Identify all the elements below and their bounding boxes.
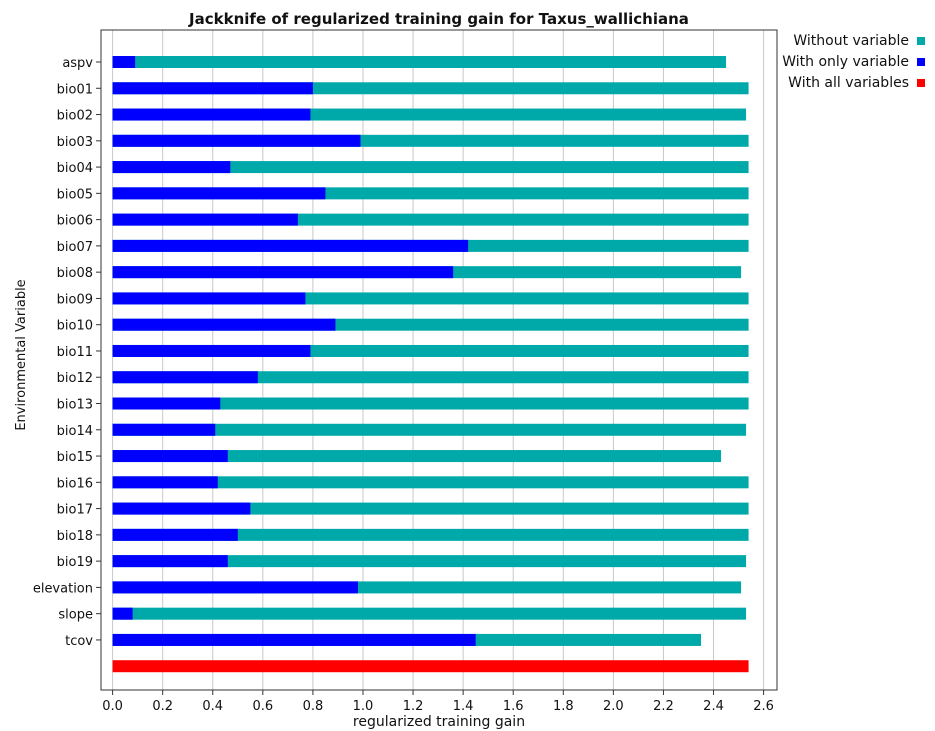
bar-without-variable <box>112 371 749 384</box>
bar-without-variable <box>112 607 747 620</box>
bar-without-variable <box>112 450 722 463</box>
x-tick-label: 0.8 <box>303 699 324 714</box>
bar-with-only-variable <box>112 187 326 200</box>
chart-title: Jackknife of regularized training gain f… <box>188 10 689 28</box>
bar-without-variable <box>112 476 749 489</box>
category-label: bio01 <box>57 82 93 97</box>
category-label: elevation <box>33 581 93 596</box>
bar-without-variable <box>112 397 749 410</box>
bar-with-only-variable <box>112 607 133 620</box>
x-tick-label: 0.4 <box>202 699 223 714</box>
legend-label-without: Without variable <box>793 32 909 49</box>
x-tick-label: 2.2 <box>653 699 674 714</box>
bar-without-variable <box>112 56 727 68</box>
legend-swatch-only <box>917 57 925 66</box>
bar-with-only-variable <box>112 134 361 147</box>
category-label: bio07 <box>57 240 93 255</box>
bar-without-variable <box>112 555 747 568</box>
bar-with-only-variable <box>112 266 454 279</box>
category-label: bio05 <box>57 187 93 202</box>
bar-with-only-variable <box>112 555 228 568</box>
category-label: bio02 <box>57 109 93 124</box>
x-tick-label: 1.0 <box>353 699 374 714</box>
legend-swatch-without <box>917 36 925 45</box>
bar-with-only-variable <box>112 633 476 646</box>
bar-without-variable <box>112 502 749 515</box>
bar-with-only-variable <box>112 161 231 174</box>
chart-legend: Without variable With only variable With… <box>782 30 925 93</box>
bar-without-variable <box>112 161 749 174</box>
bar-with-only-variable <box>112 318 336 331</box>
plot-area: 0.0 0.2 0.4 0.6 0.8 1.0 1.2 1.4 1.6 1.8 2.0 2.2 2.4 2… <box>33 29 778 714</box>
plot-border <box>100 29 778 691</box>
category-label: bio06 <box>57 214 93 229</box>
bar-with-only-variable <box>112 450 228 463</box>
y-axis-label: Environmental Variable <box>14 279 29 430</box>
bar-with-only-variable <box>112 581 358 594</box>
x-tick-label: 1.2 <box>403 699 424 714</box>
category-label: bio14 <box>57 424 93 439</box>
bar-with-only-variable <box>112 397 221 410</box>
legend-entry-only: With only variable <box>782 51 925 72</box>
x-tick-label: 2.4 <box>703 699 724 714</box>
bar-with-only-variable <box>112 82 313 95</box>
bar-without-variable <box>112 528 749 541</box>
bar-with-only-variable <box>112 292 306 305</box>
category-label: bio12 <box>57 371 93 386</box>
category-label: bio03 <box>57 135 93 150</box>
bar-with-only-variable <box>112 108 311 121</box>
category-label: bio04 <box>57 161 93 176</box>
bar-with-all-variables <box>112 660 749 673</box>
category-label: tcov <box>65 634 93 649</box>
bar-with-only-variable <box>112 476 218 489</box>
x-tick-label: 1.8 <box>553 699 574 714</box>
category-label: bio08 <box>57 266 93 281</box>
category-label: slope <box>58 608 93 623</box>
bar-with-only-variable <box>112 528 238 541</box>
category-label: bio09 <box>57 292 93 307</box>
x-tick-label: 2.0 <box>603 699 624 714</box>
category-label: bio19 <box>57 555 93 570</box>
bar-with-only-variable <box>112 502 251 515</box>
x-tick-label: 0.6 <box>252 699 273 714</box>
x-tick-label: 2.6 <box>753 699 774 714</box>
legend-entry-all: With all variables <box>782 72 925 93</box>
category-label: bio10 <box>57 319 93 334</box>
x-tick-label: 1.6 <box>503 699 524 714</box>
legend-label-all: With all variables <box>788 74 909 91</box>
category-label: bio13 <box>57 398 93 413</box>
bar-with-only-variable <box>112 371 258 384</box>
bar-with-only-variable <box>112 213 298 226</box>
bar-with-only-variable <box>112 56 136 68</box>
category-label: bio18 <box>57 529 93 544</box>
category-label: bio11 <box>57 345 93 360</box>
category-label: bio16 <box>57 476 93 491</box>
bar-with-only-variable <box>112 344 311 357</box>
category-label: bio17 <box>57 503 93 518</box>
legend-swatch-all <box>917 78 925 87</box>
category-label: bio15 <box>57 450 93 465</box>
x-tick-label: 0.0 <box>102 699 123 714</box>
x-axis-label: regularized training gain <box>353 714 525 730</box>
bar-with-only-variable <box>112 239 469 252</box>
x-tick-label: 1.4 <box>453 699 474 714</box>
legend-entry-without: Without variable <box>782 30 925 51</box>
category-label: aspv <box>62 56 93 71</box>
bar-without-variable <box>112 423 747 436</box>
legend-label-only: With only variable <box>782 53 909 70</box>
x-tick-label: 0.2 <box>152 699 173 714</box>
bar-with-only-variable <box>112 423 216 436</box>
